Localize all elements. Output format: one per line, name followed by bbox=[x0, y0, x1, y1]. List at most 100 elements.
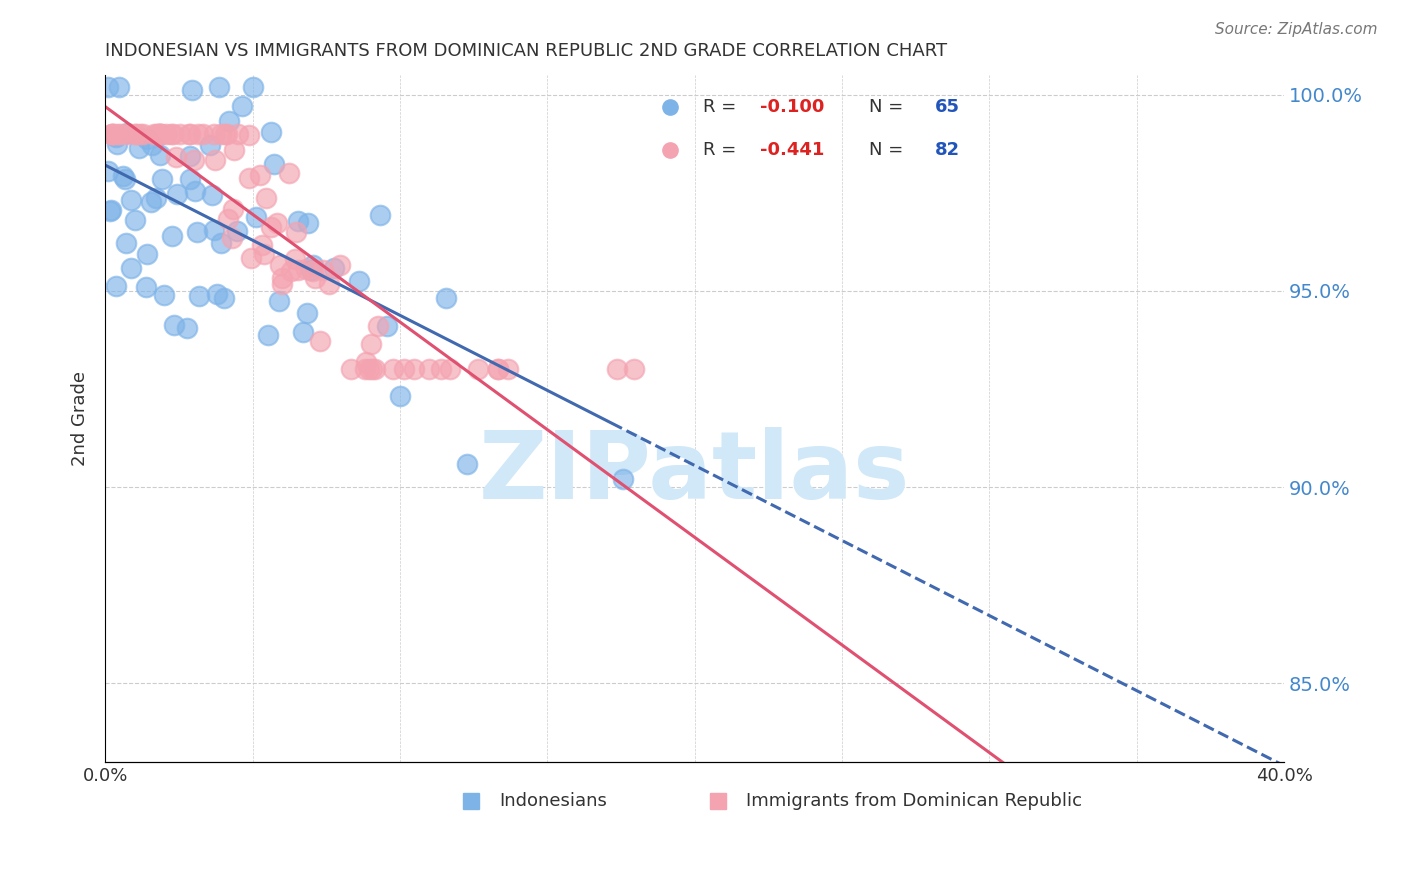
Point bbox=[269, 258, 291, 272]
Point bbox=[120, 193, 142, 207]
Point bbox=[295, 262, 318, 277]
Point bbox=[135, 247, 157, 261]
Point bbox=[394, 362, 416, 376]
Point bbox=[291, 325, 314, 339]
Point bbox=[375, 318, 398, 333]
Point bbox=[364, 362, 387, 376]
Point bbox=[186, 225, 208, 239]
Point bbox=[176, 321, 198, 335]
Point bbox=[354, 355, 377, 369]
Point bbox=[107, 127, 129, 141]
Point bbox=[209, 236, 232, 251]
Point bbox=[430, 362, 453, 376]
Point bbox=[115, 126, 138, 140]
Text: INDONESIAN VS IMMIGRANTS FROM DOMINICAN REPUBLIC 2ND GRADE CORRELATION CHART: INDONESIAN VS IMMIGRANTS FROM DOMINICAN … bbox=[105, 42, 948, 60]
Point bbox=[263, 156, 285, 170]
Point bbox=[128, 141, 150, 155]
Point bbox=[257, 328, 280, 343]
Point bbox=[269, 294, 291, 309]
Point bbox=[302, 258, 325, 272]
Point bbox=[162, 228, 184, 243]
Point bbox=[115, 236, 138, 251]
Point bbox=[132, 127, 155, 141]
Point bbox=[181, 83, 204, 97]
Point bbox=[103, 127, 125, 141]
Point bbox=[388, 389, 411, 403]
Point bbox=[142, 127, 165, 141]
Point bbox=[204, 153, 226, 167]
Point bbox=[100, 202, 122, 217]
Point bbox=[149, 127, 172, 141]
Point bbox=[418, 362, 440, 376]
Point bbox=[183, 153, 205, 168]
Point bbox=[217, 212, 239, 227]
Point bbox=[97, 80, 120, 95]
Point bbox=[200, 138, 222, 153]
Point bbox=[295, 306, 318, 320]
Point bbox=[301, 263, 323, 277]
Point bbox=[312, 263, 335, 277]
Point bbox=[108, 80, 131, 95]
Point bbox=[254, 191, 277, 205]
Point bbox=[105, 278, 128, 293]
Point bbox=[124, 127, 146, 141]
Point bbox=[266, 216, 288, 230]
Point bbox=[347, 274, 370, 288]
Point bbox=[226, 224, 249, 238]
Point bbox=[179, 171, 201, 186]
Point bbox=[101, 127, 124, 141]
Point bbox=[149, 127, 172, 141]
Point bbox=[270, 271, 292, 285]
Point bbox=[284, 252, 307, 267]
Point bbox=[169, 127, 191, 141]
Point bbox=[215, 127, 238, 141]
Point bbox=[226, 127, 249, 141]
Point bbox=[467, 362, 489, 376]
Point bbox=[97, 164, 120, 178]
Point bbox=[359, 362, 381, 376]
Point bbox=[148, 127, 170, 141]
Point bbox=[149, 148, 172, 162]
Point bbox=[153, 288, 176, 302]
Y-axis label: 2nd Grade: 2nd Grade bbox=[72, 371, 89, 466]
Point bbox=[456, 458, 478, 472]
Point bbox=[242, 80, 264, 95]
Point bbox=[221, 202, 243, 217]
Point bbox=[270, 277, 292, 292]
Point bbox=[382, 362, 405, 376]
Point bbox=[163, 318, 186, 333]
Point bbox=[250, 237, 273, 252]
Point bbox=[253, 247, 276, 261]
Point bbox=[287, 214, 309, 228]
Point bbox=[141, 138, 163, 153]
Point bbox=[623, 362, 645, 376]
Point bbox=[498, 362, 520, 376]
Point bbox=[360, 336, 382, 351]
Point bbox=[354, 362, 377, 376]
Point bbox=[187, 127, 209, 141]
Point bbox=[280, 263, 302, 277]
Point bbox=[124, 212, 146, 227]
Point bbox=[179, 149, 201, 163]
Point bbox=[125, 127, 148, 141]
Point bbox=[368, 208, 391, 222]
Point bbox=[278, 166, 301, 180]
Point bbox=[150, 171, 173, 186]
Point bbox=[302, 263, 325, 277]
Point bbox=[150, 127, 173, 141]
Point bbox=[214, 127, 236, 141]
Point bbox=[187, 289, 209, 303]
Point bbox=[249, 168, 271, 182]
Point bbox=[238, 171, 260, 186]
Point bbox=[231, 98, 253, 112]
Point bbox=[184, 184, 207, 198]
Point bbox=[120, 261, 142, 276]
Point bbox=[202, 223, 225, 237]
Point bbox=[105, 130, 128, 145]
Point bbox=[165, 150, 187, 164]
Point bbox=[240, 252, 263, 266]
Point bbox=[162, 127, 184, 141]
Point bbox=[202, 127, 225, 141]
Point bbox=[260, 126, 283, 140]
Point bbox=[146, 127, 169, 141]
